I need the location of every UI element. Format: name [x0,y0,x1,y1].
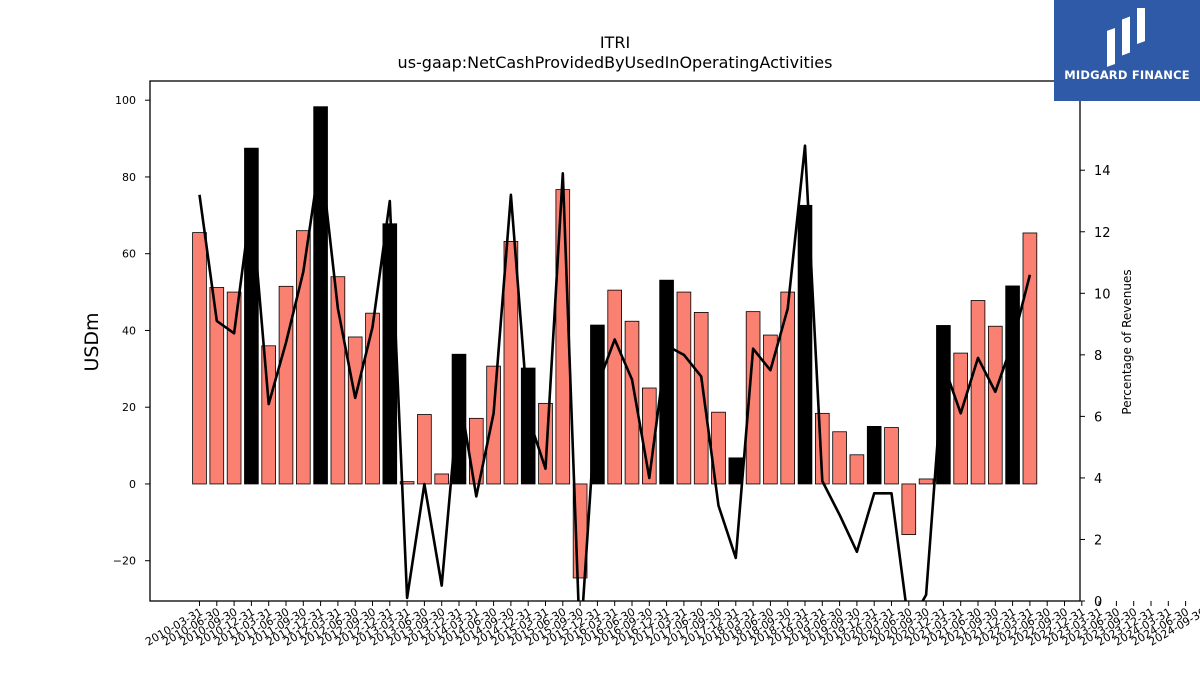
bar [884,427,899,485]
bar [936,325,951,485]
y-tick-label: −20 [113,555,136,568]
y2-tick-label: 8 [1094,349,1102,364]
bar [278,285,294,485]
bar [763,334,778,485]
y2-tick-label: 10 [1094,287,1111,302]
y2-tick-label: 6 [1094,410,1102,425]
bar [347,336,363,485]
bar [901,483,917,536]
bar [953,352,968,485]
bar [417,414,432,485]
bar-series [192,106,1038,579]
y-tick-label: 40 [122,324,136,337]
y-tick-label: 0 [129,478,136,491]
bar [209,287,225,485]
bar [676,291,692,485]
line-series [198,144,1032,601]
bar [693,312,709,485]
bar [226,291,242,485]
y-tick-label: 20 [122,401,136,414]
bar [780,291,795,485]
axes: −20020406080100024681012142010-03-312010… [113,80,1200,649]
bar [382,223,398,485]
bar [520,367,536,485]
brand-logo: MIDGARD FINANCE [1054,0,1200,101]
bar [797,204,813,485]
midgard-logo-icon [1107,8,1145,67]
bar [486,365,501,485]
y-tick-label: 80 [122,171,136,184]
y2-tick-label: 12 [1094,226,1111,241]
chart-subtitle: us-gaap:NetCashProvidedByUsedInOperating… [398,53,833,72]
bar [192,232,207,485]
bar [538,402,553,485]
y-tick-label: 100 [115,94,136,107]
bar [728,457,744,485]
bar [624,320,640,485]
bar [866,425,882,485]
chart-title: ITRI [600,33,630,52]
line-series-path [198,144,1032,601]
y-tick-label: 60 [122,248,136,261]
bar [399,481,415,485]
bar [849,454,865,485]
bar [607,289,622,485]
bar [1005,285,1020,485]
bar [918,478,934,485]
bar [434,473,449,485]
y2-tick-label: 14 [1094,164,1111,179]
bar [659,279,674,485]
bar [988,325,1003,485]
bar [244,147,259,485]
y2-tick-label: 0 [1094,595,1102,610]
y2-tick-label: 4 [1094,472,1102,487]
bar [970,300,986,485]
bar [365,312,380,485]
bar [832,431,847,485]
y-axis-label: USDm [81,312,103,371]
bar [451,353,467,485]
y2-tick-label: 2 [1094,533,1102,548]
brand-name: MIDGARD FINANCE [1064,68,1190,82]
bar [261,345,276,485]
bar [503,241,519,485]
bar [313,106,328,485]
bar [1022,232,1038,485]
y2-axis-label: Percentage of Revenues [1120,269,1134,414]
bar [295,230,311,485]
